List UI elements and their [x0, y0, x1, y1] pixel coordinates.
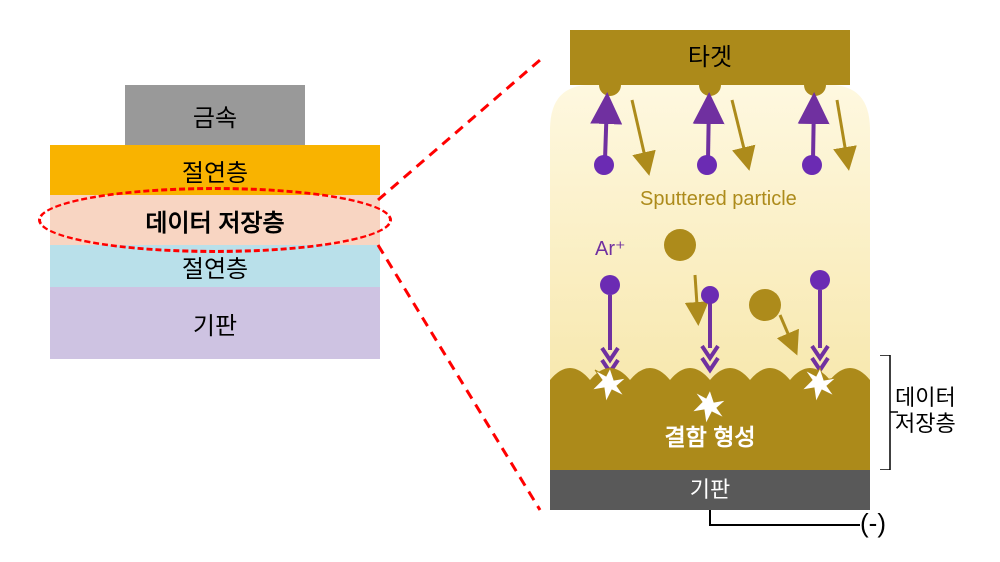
- metal-label: 금속: [193, 98, 237, 133]
- insulator-layer-bottom: 절연층: [50, 245, 380, 287]
- substrate-layer: 기판: [50, 287, 380, 359]
- data-storage-layer: 데이터 저장층: [50, 195, 380, 245]
- diagram-container: 금속 절연층 데이터 저장층 절연층 기판: [0, 0, 1000, 562]
- ar-ion-label: Ar⁺: [595, 238, 626, 260]
- insulator1-label: 절연층: [182, 153, 248, 188]
- data-storage-label: 데이터 저장층: [145, 203, 284, 238]
- ar-ion-icon: [594, 155, 614, 175]
- minus-terminal-label: (-): [860, 508, 886, 539]
- defect-formation-label: 결함 형성: [664, 424, 755, 450]
- substrate-label: 기판: [193, 306, 237, 341]
- insulator-layer-top: 절연층: [50, 145, 380, 195]
- insulator2-label: 절연층: [182, 249, 248, 284]
- electrode-wire-icon: [710, 510, 860, 525]
- substrate-right-label: 기판: [690, 477, 730, 502]
- metal-layer: 금속: [125, 85, 305, 145]
- sputter-diagram: 타겟 Sputtered particle Ar⁺: [540, 30, 880, 530]
- sputtered-particle-label: Sputtered particle: [640, 188, 797, 210]
- device-stack: 금속 절연층 데이터 저장층 절연층 기판: [50, 85, 380, 359]
- sputtered-particle-icon: [664, 229, 696, 261]
- target-label: 타겟: [688, 44, 732, 71]
- data-storage-side-label: 데이터 저장층: [895, 385, 956, 438]
